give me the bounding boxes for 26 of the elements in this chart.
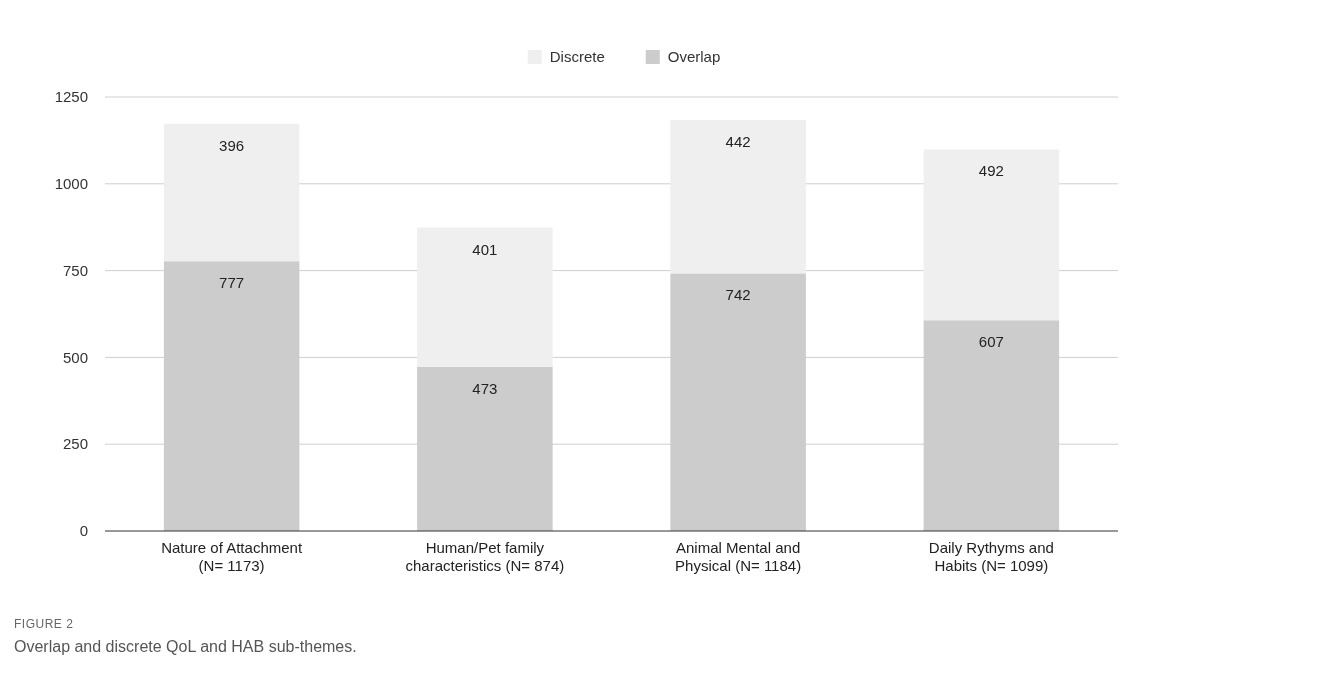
y-tick-label: 250 [62, 435, 88, 453]
data-label: 607 [978, 333, 1004, 351]
data-label: 396 [219, 136, 245, 154]
y-tick-label: 500 [62, 348, 88, 366]
bar [923, 149, 1060, 321]
bar [163, 123, 300, 262]
legend-label: Discrete [549, 48, 605, 65]
y-tick-label: 1000 [54, 175, 88, 193]
x-tick-label: Animal Mental and Physical (N= 1184) [675, 539, 802, 574]
data-label: 473 [472, 379, 498, 397]
text: Overlap and discrete QoL and HAB sub-themes. [14, 638, 357, 655]
caption: FIGURE 2 [14, 617, 74, 631]
data-label: 777 [219, 274, 245, 292]
data-label: 442 [725, 132, 751, 150]
x-tick-label: Daily Rythyms and Habits (N= 1099) [928, 539, 1054, 574]
data-label: 401 [472, 240, 498, 258]
legend-label: Overlap [667, 48, 721, 65]
x-tick-label: Nature of Attachment (N= 1173) [161, 539, 303, 574]
x-tick-label: Human/Pet family characteristics (N= 874) [405, 539, 565, 574]
y-tick-label: 0 [79, 522, 88, 540]
y-tick-label: 1250 [54, 88, 88, 106]
data-label: 492 [978, 162, 1004, 180]
bar [670, 119, 806, 274]
data-label: 742 [725, 286, 751, 304]
y-tick-label: 750 [62, 261, 88, 279]
bar [417, 227, 553, 367]
